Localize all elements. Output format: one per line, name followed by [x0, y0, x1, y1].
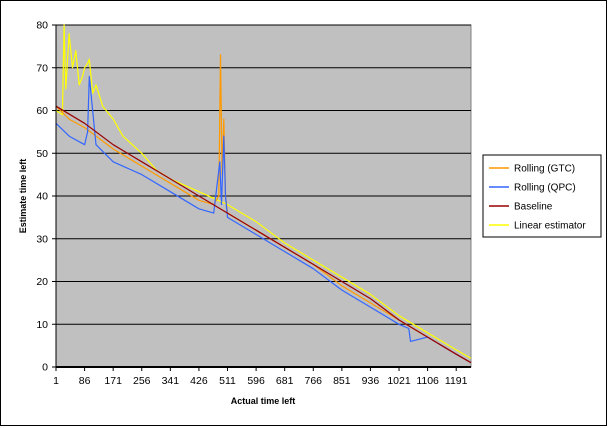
legend-label: Rolling (GTC) — [514, 164, 575, 175]
x-tick-label: 511 — [219, 375, 236, 387]
x-tick-label: 86 — [79, 375, 91, 387]
y-tick-label: 40 — [36, 191, 48, 203]
y-axis-title: Estimate time left — [18, 159, 28, 234]
y-tick-label: 30 — [36, 233, 48, 245]
y-tick-label: 70 — [36, 62, 48, 74]
series-line-1 — [55, 75, 472, 364]
x-tick-label: 851 — [333, 375, 351, 387]
legend-label: Rolling (QPC) — [514, 183, 576, 194]
x-axis-title: Actual time left — [231, 396, 296, 406]
series-lines — [55, 24, 472, 364]
x-axis-ticks: 1 86 171 256 341 426 511 596 681 766 851 936 1021 110… — [53, 367, 468, 387]
x-tick-label: 1106 — [416, 375, 439, 387]
series-line-2 — [55, 105, 472, 364]
x-tick-label: 596 — [247, 375, 265, 387]
x-tick-label: 171 — [104, 375, 122, 387]
x-tick-label: 256 — [133, 375, 151, 387]
x-tick-label: 426 — [190, 375, 208, 387]
x-tick-label: 341 — [162, 375, 180, 387]
x-tick-label: 766 — [305, 375, 323, 387]
legend-label: Baseline — [514, 202, 553, 213]
y-tick-label: 0 — [42, 362, 48, 374]
y-tick-label: 50 — [36, 148, 48, 160]
x-tick-label: 936 — [362, 375, 380, 387]
y-tick-label: 60 — [36, 105, 48, 117]
x-tick-label: 681 — [276, 375, 294, 387]
y-tick-label: 10 — [36, 319, 48, 331]
y-tick-label: 20 — [36, 276, 48, 288]
y-axis-ticks: 0 10 20 30 40 50 60 70 80 — [36, 20, 56, 374]
x-tick-label: 1191 — [445, 375, 468, 387]
legend-label: Linear estimator — [514, 221, 586, 232]
x-tick-label: 1 — [53, 375, 59, 387]
legend: Rolling (GTC) Rolling (QPC) Baseline Linear… — [482, 154, 602, 238]
x-tick-label: 1021 — [387, 375, 411, 387]
y-tick-label: 80 — [36, 20, 48, 32]
series-line-3 — [55, 24, 472, 359]
